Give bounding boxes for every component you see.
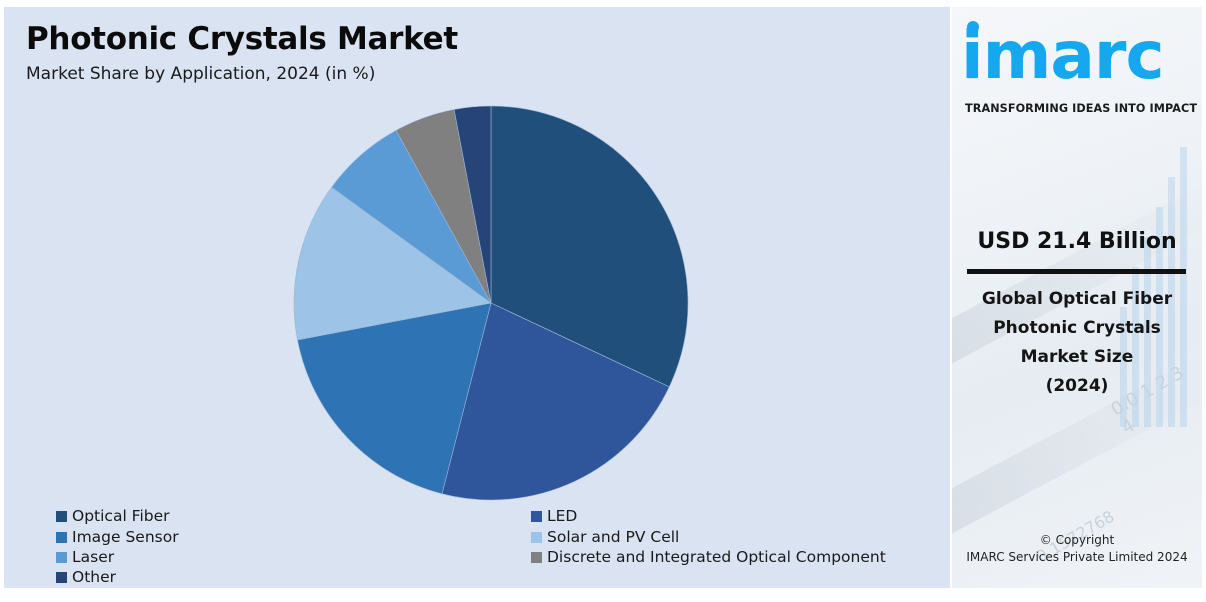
pie-slice-other: [453, 105, 492, 304]
chart-panel: Photonic Crystals Market Market Share by…: [4, 7, 950, 588]
legend-swatch: [56, 571, 67, 583]
background-bar-graphic: [1118, 127, 1198, 427]
sidebar-panel: 0.0 1 2 3 4 0.1572768 imarc TRANSFORMING…: [952, 7, 1202, 588]
description-line: Photonic Crystals: [993, 318, 1161, 338]
legend-item-image-sensor: Image Sensor: [56, 527, 179, 547]
legend-label: Image Sensor: [72, 528, 179, 546]
pie-slice-optical-fiber: [490, 105, 689, 388]
legend-swatch: [56, 551, 67, 563]
copyright-notice: © Copyright IMARC Services Private Limit…: [952, 532, 1202, 566]
description-line: Market Size: [1020, 347, 1134, 367]
copyright-line: © Copyright: [1039, 533, 1115, 547]
description-line: Global Optical Fiber: [981, 289, 1173, 309]
logo-dot-icon: [967, 21, 979, 33]
pie-chart: [291, 103, 691, 503]
market-size-value: USD 21.4 Billion: [977, 229, 1177, 254]
market-size-description: Global Optical Fiber Photonic Crystals M…: [952, 285, 1202, 401]
legend-label: Laser: [72, 548, 115, 566]
legend-item-solar-pv-cell: Solar and PV Cell: [531, 527, 679, 547]
legend-label: Solar and PV Cell: [547, 528, 680, 546]
description-line: (2024): [1045, 376, 1109, 396]
legend-label: Discrete and Integrated Optical Componen…: [547, 548, 886, 566]
legend-swatch: [531, 510, 542, 522]
pie-slice-image-sensor: [297, 302, 492, 495]
legend-item-led: LED: [531, 506, 577, 526]
legend-swatch: [531, 531, 542, 543]
pie-slice-led: [441, 302, 670, 501]
legend-item-laser: Laser: [56, 547, 114, 567]
pie-slice-solar-and-pv-cell: [293, 186, 492, 341]
pie-chart-svg: [293, 105, 689, 501]
legend-item-discrete-optical-component: Discrete and Integrated Optical Componen…: [531, 547, 886, 567]
legend-swatch: [56, 510, 67, 522]
legend-label: Optical Fiber: [72, 507, 170, 525]
legend-label: Other: [72, 568, 117, 586]
legend-item-optical-fiber: Optical Fiber: [56, 506, 170, 526]
legend-swatch: [531, 551, 542, 563]
logo-text: imarc: [961, 17, 1165, 94]
copyright-line: IMARC Services Private Limited 2024: [966, 550, 1188, 564]
legend-swatch: [56, 531, 67, 543]
legend-label: LED: [547, 507, 578, 525]
chart-title: Photonic Crystals Market: [26, 21, 458, 57]
logo-tagline: TRANSFORMING IDEAS INTO IMPACT: [965, 102, 1198, 115]
chart-subtitle: Market Share by Application, 2024 (in %): [26, 64, 376, 84]
legend-item-other: Other: [56, 567, 116, 587]
divider: [967, 269, 1186, 274]
